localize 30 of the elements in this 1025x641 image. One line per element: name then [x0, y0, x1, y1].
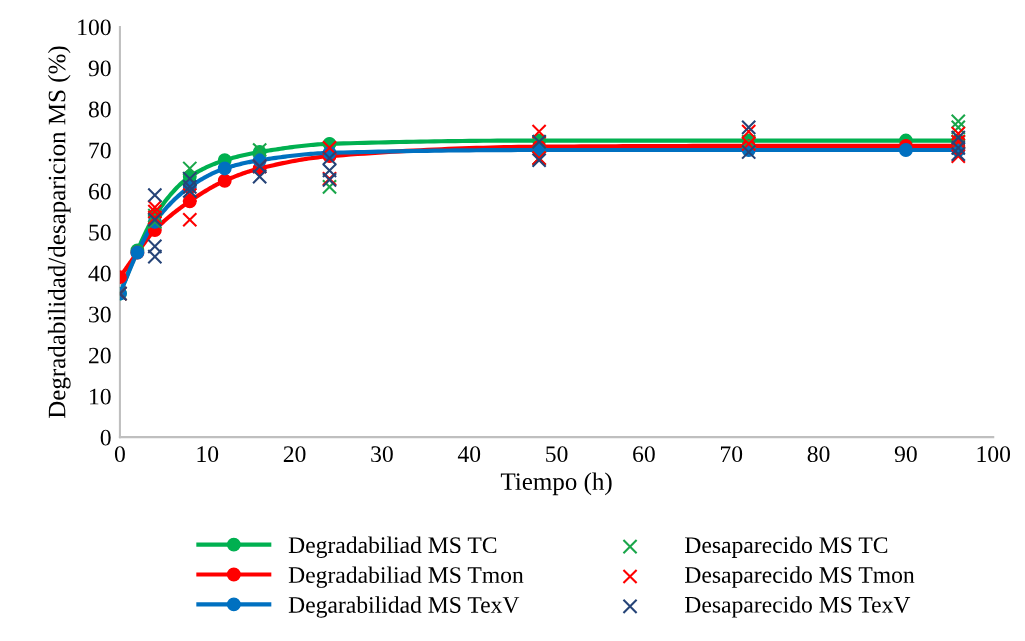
y-tick-label: 40 [88, 265, 111, 282]
legend-label: Desaparecido MS Tmon [685, 566, 915, 588]
x-tick-label: 50 [546, 446, 568, 463]
legend-label: Degarabilidad MS TexV [288, 596, 520, 618]
y-tick-label: 80 [88, 101, 111, 118]
x-tick-label: 0 [114, 446, 125, 463]
legend-label: Desaparecido MS TC [685, 536, 888, 558]
x-tick-label: 100 [977, 446, 1011, 463]
y-tick-label: 0 [100, 429, 111, 446]
x-tick-label: 20 [283, 446, 306, 463]
legend-label: Desaparecido MS TexV [685, 596, 911, 618]
y-tick-label: 10 [90, 388, 111, 405]
y-axis-title: Degradabilidad/desaparicion MS (%) [47, 46, 71, 419]
x-tick-label: 70 [720, 446, 743, 463]
legend-label: Degradabiliad MS TC [288, 536, 497, 558]
x-tick-label: 30 [371, 446, 393, 463]
y-tick-label: 100 [78, 19, 111, 36]
y-tick-label: 30 [89, 306, 111, 323]
x-tick-label: 40 [457, 446, 481, 463]
y-tick-label: 60 [89, 183, 111, 200]
legend-label: Degradabiliad MS Tmon [288, 566, 524, 588]
y-tick-label: 20 [89, 347, 111, 364]
x-tick-label: 90 [894, 446, 917, 463]
x-tick-label: 80 [807, 446, 830, 463]
x-tick-label: 60 [633, 446, 655, 463]
y-tick-label: 90 [88, 60, 111, 77]
x-axis-title: Tiempo (h) [500, 472, 612, 496]
y-tick-label: 50 [89, 224, 111, 241]
x-tick-label: 10 [197, 446, 219, 463]
y-tick-label: 70 [89, 142, 111, 159]
